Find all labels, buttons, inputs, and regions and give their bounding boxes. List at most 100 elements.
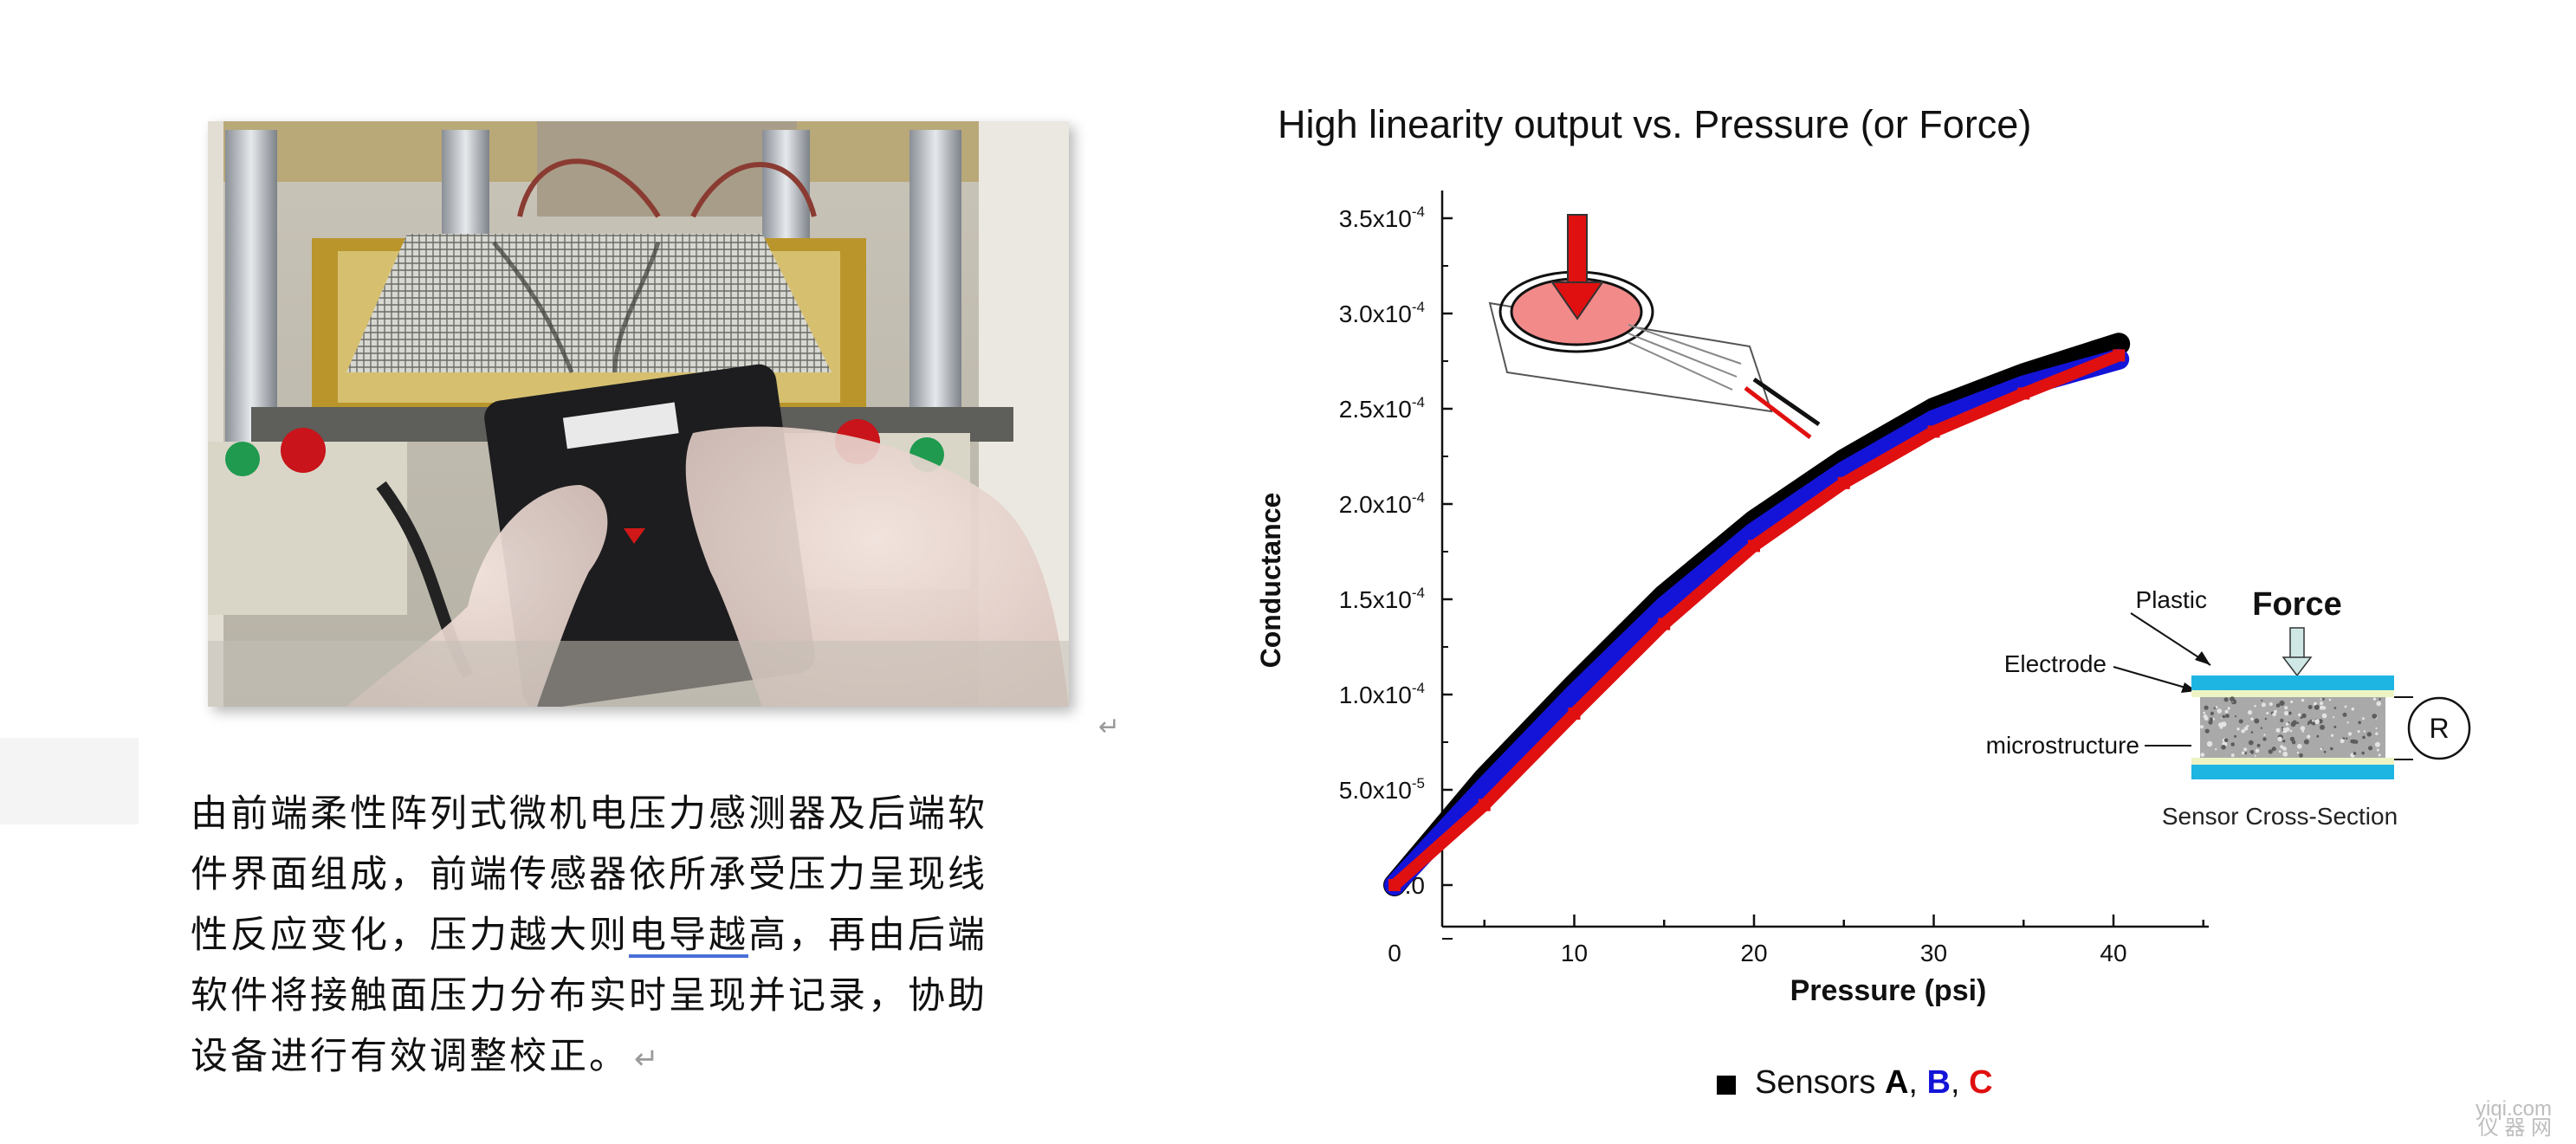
- y-tick-label: 1.0x10-4: [1339, 680, 1425, 708]
- speckle-dot: [2288, 711, 2292, 715]
- sensor-wire-red: [1744, 386, 1812, 439]
- speckle-dot: [2330, 747, 2333, 751]
- x-tick-group: 0 10 20 30 40: [1388, 915, 2204, 966]
- speckle-dot: [2342, 712, 2347, 717]
- plastic-label: Plastic: [2136, 586, 2207, 613]
- speckle-dot: [2363, 730, 2366, 733]
- speckle-dot: [2236, 727, 2240, 731]
- force-arrow-head-icon: [1550, 281, 1604, 320]
- speckle-dot: [2320, 698, 2322, 701]
- speckle-dot: [2246, 725, 2249, 728]
- speckle-dot: [2321, 713, 2327, 719]
- speckle-dot: [2331, 734, 2334, 737]
- speckle-dot: [2375, 732, 2379, 735]
- speckle-dot: [2203, 711, 2206, 714]
- speckle-dot: [2275, 727, 2281, 733]
- speckle-dot: [2215, 748, 2217, 751]
- microstructure-label: microstructure: [1986, 732, 2139, 759]
- speckle-dot: [2217, 708, 2223, 714]
- series-b-point: [1568, 688, 1581, 701]
- resistor-leads: [2394, 696, 2413, 760]
- speckle-dot: [2255, 748, 2260, 753]
- speckle-dot: [2254, 718, 2260, 724]
- series-a-trace: [1383, 333, 2131, 896]
- speckle-dot: [2261, 699, 2263, 701]
- speckle-dot: [2320, 701, 2324, 706]
- sensor-film-outline: [1488, 301, 1773, 413]
- speckle-dot: [2262, 737, 2267, 741]
- paragraph-mark: ↵: [634, 1042, 662, 1076]
- watermark: yiqi.com 仪 器 网: [2476, 1099, 2552, 1139]
- test-rig-photo: [208, 121, 1069, 707]
- speckle-dot: [2333, 726, 2337, 728]
- series-c-trace: [1388, 349, 2126, 891]
- speckle-dot: [2249, 750, 2255, 754]
- series-b-point: [1748, 527, 1760, 539]
- speckle-dot: [2200, 725, 2204, 729]
- speckle-dot: [2300, 716, 2303, 720]
- electrode-pointer: [2113, 666, 2192, 690]
- y-tick-exponent: -4: [1412, 585, 1425, 601]
- speckle-dot: [2209, 717, 2213, 721]
- speckle-dot: [2320, 724, 2325, 730]
- y-tick-label: 2.0x10-4: [1339, 489, 1425, 518]
- speckle-dot: [2379, 698, 2381, 701]
- speckle-dot: [2215, 706, 2218, 708]
- y-tick-exponent: -4: [1412, 299, 1425, 315]
- speckle-dot: [2314, 704, 2320, 710]
- y-tick-label: 3.5x10-4: [1339, 204, 1425, 232]
- speckle-dot: [2296, 752, 2300, 754]
- speckle-dot: [2250, 731, 2254, 734]
- speckle-dot: [2206, 740, 2213, 747]
- y-tick-label: 3.0x10-4: [1339, 299, 1425, 327]
- force-arrow-icon: [1567, 214, 1588, 285]
- speckle-dot: [2362, 735, 2366, 740]
- speckle-dot: [2272, 712, 2276, 717]
- y-tick-exponent: -5: [1412, 775, 1425, 792]
- y-tick-exponent: -4: [1412, 394, 1425, 410]
- y-tick-label: 2.5x10-4: [1339, 394, 1425, 423]
- speckle-dot: [2333, 707, 2337, 709]
- legend-c: C: [1969, 1064, 1992, 1101]
- plastic-pointer: [2130, 612, 2211, 666]
- speckle-dot: [2290, 700, 2294, 704]
- speckle-dot: [2307, 734, 2311, 739]
- speckle-dot: [2307, 722, 2310, 726]
- speckle-dot: [2301, 713, 2307, 719]
- speckle-dot: [2289, 729, 2293, 733]
- series-b-point: [1927, 414, 1940, 427]
- series-c-point: [1658, 617, 1671, 630]
- speckle-dot: [2296, 743, 2302, 749]
- cross-section-caption: Sensor Cross-Section: [2162, 803, 2398, 830]
- x-tick-label: 0: [1388, 940, 1401, 966]
- speckle-dot: [2346, 721, 2349, 724]
- microstructure-layer: [2200, 697, 2385, 758]
- speckle-dot: [2358, 721, 2361, 725]
- series-group: [1383, 333, 2131, 896]
- speckle-dot: [2241, 729, 2245, 734]
- speckle-dot: [2230, 753, 2235, 758]
- sensor-wire-black: [1752, 377, 1821, 427]
- speckle-dot: [2204, 728, 2210, 734]
- speckle-dot: [2344, 705, 2347, 708]
- speckle-dot: [2284, 706, 2288, 710]
- speckle-dot: [2376, 748, 2379, 752]
- speckle-dot: [2243, 747, 2248, 752]
- caption-line-5: 设备进行有效调整校正。 ↵: [191, 1026, 1091, 1089]
- speckle-dot: [2279, 700, 2285, 707]
- x-tick-label: 30: [1920, 940, 1947, 966]
- caption-line-3: 性反应变化，压力越大则电导越高，再由后端: [191, 905, 1091, 966]
- speckle-dot: [2372, 697, 2377, 701]
- speckle-dot: [2283, 710, 2289, 716]
- caption-line-2: 件界面组成，前端传感器依所承受压力呈现线: [191, 853, 987, 896]
- speckle-dot: [2261, 702, 2266, 708]
- cross-section-inset: Force Plastic Electrode microstructure R…: [1986, 586, 2471, 830]
- speckle-dot: [2333, 716, 2335, 719]
- y-tick-exponent: -4: [1412, 204, 1425, 220]
- speckle-dot: [2210, 711, 2214, 716]
- speckle-dot: [2280, 718, 2284, 723]
- series-a-point: [2113, 338, 2126, 351]
- sensor-top-view-inset: [1488, 214, 1821, 439]
- speckle-dot: [2312, 721, 2316, 726]
- speckle-dot: [2362, 717, 2365, 721]
